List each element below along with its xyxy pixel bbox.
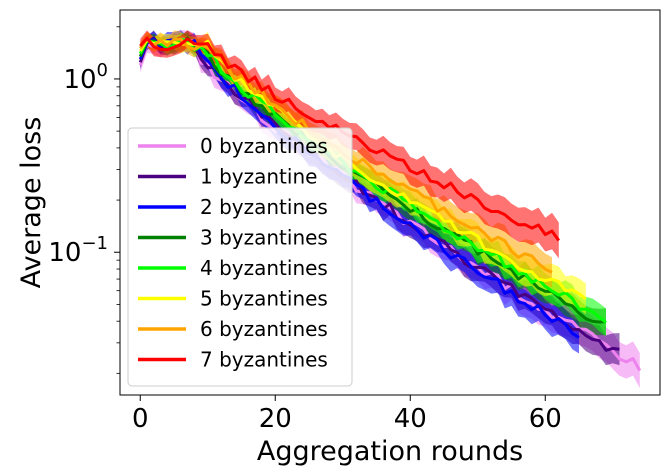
legend-entry: 1 byzantine [200,165,317,189]
legend-entry: 2 byzantines [200,195,328,219]
plot-frame [119,9,661,396]
legend-entry: 6 byzantines [200,317,328,341]
y-axis: 100 10−1 [48,26,120,374]
x-tick-label: 20 [259,404,292,434]
legend-entry: 4 byzantines [200,256,328,280]
y-axis-label: Average loss [16,117,47,289]
series-line [138,37,607,324]
legend-entry: 0 byzantines [200,134,328,158]
legend-entry: 5 byzantines [200,287,328,311]
x-axis: 0 20 40 60 [132,395,562,434]
y-tick-label: 100 [63,60,108,95]
legend: 0 byzantines 1 byzantine 2 byzantines 3 byz… [127,127,353,387]
x-tick-label: 60 [529,404,562,434]
x-axis-label: Aggregation rounds [257,436,523,467]
x-tick-label: 0 [132,404,149,434]
legend-entry: 7 byzantines [200,348,328,372]
legend-box [127,127,353,387]
x-tick-label: 40 [394,404,427,434]
legend-entry: 3 byzantines [200,226,328,250]
y-tick-label: 10−1 [48,233,108,268]
